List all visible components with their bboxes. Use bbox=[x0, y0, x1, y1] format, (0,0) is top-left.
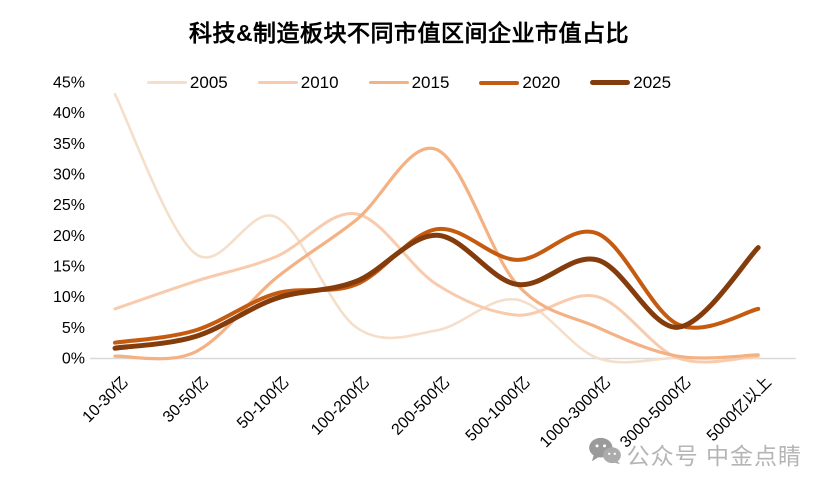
legend-swatch-2010 bbox=[257, 81, 298, 84]
x-axis-label: 10-30亿 bbox=[79, 373, 132, 426]
y-axis-label: 0% bbox=[62, 351, 85, 368]
y-axis-label: 30% bbox=[53, 167, 85, 184]
y-axis-label: 5% bbox=[62, 320, 85, 337]
chart-title: 科技&制造板块不同市值区间企业市值占比 bbox=[188, 20, 630, 46]
legend-item-2020: 2020 bbox=[479, 74, 560, 91]
chart-legend: 2005 2010 2015 2020 2025 bbox=[0, 74, 818, 91]
line-2015 bbox=[113, 146, 760, 361]
legend-item-2005: 2005 bbox=[146, 73, 228, 92]
x-axis-label: 500-1000亿 bbox=[462, 373, 534, 445]
legend-swatch-2025 bbox=[590, 80, 631, 85]
y-axis-label: 10% bbox=[53, 289, 85, 306]
y-axis-label: 20% bbox=[53, 228, 85, 245]
line-2020 bbox=[113, 227, 761, 345]
y-axis-label: 40% bbox=[53, 105, 85, 122]
wechat-icon bbox=[588, 437, 622, 471]
line-2025 bbox=[112, 232, 761, 351]
legend-label-2010: 2010 bbox=[300, 73, 339, 92]
legend-label-2020: 2020 bbox=[522, 73, 561, 92]
x-axis-label: 5000亿以上 bbox=[703, 373, 775, 445]
y-axis-label: 15% bbox=[53, 259, 85, 276]
legend-swatch-2005 bbox=[146, 81, 187, 84]
x-axis-label: 1000-3000亿 bbox=[536, 373, 614, 451]
legend-item-2015: 2015 bbox=[368, 73, 450, 92]
x-axis-label: 30-50亿 bbox=[159, 373, 212, 426]
legend-swatch-2020 bbox=[479, 80, 520, 85]
watermark: 公众号 中金点睛 bbox=[588, 437, 802, 471]
line-2010 bbox=[113, 212, 760, 364]
legend-label-2015: 2015 bbox=[411, 73, 450, 92]
legend-item-2010: 2010 bbox=[257, 73, 339, 92]
legend-label-2005: 2005 bbox=[189, 73, 228, 92]
x-axis-label: 100-200亿 bbox=[307, 373, 373, 439]
watermark-text: 公众号 中金点睛 bbox=[626, 443, 802, 469]
line-2005 bbox=[113, 92, 760, 364]
legend-label-2025: 2025 bbox=[633, 73, 672, 92]
y-axis-label: 25% bbox=[53, 197, 85, 214]
legend-swatch-2015 bbox=[368, 80, 409, 85]
y-axis-label: 45% bbox=[53, 75, 85, 92]
legend-item-2025: 2025 bbox=[590, 74, 671, 91]
y-axis-label: 35% bbox=[53, 136, 85, 153]
x-axis-label: 3000-5000亿 bbox=[616, 373, 694, 451]
x-axis-label: 200-500亿 bbox=[388, 373, 454, 439]
x-axis-label: 50-100亿 bbox=[233, 373, 292, 432]
